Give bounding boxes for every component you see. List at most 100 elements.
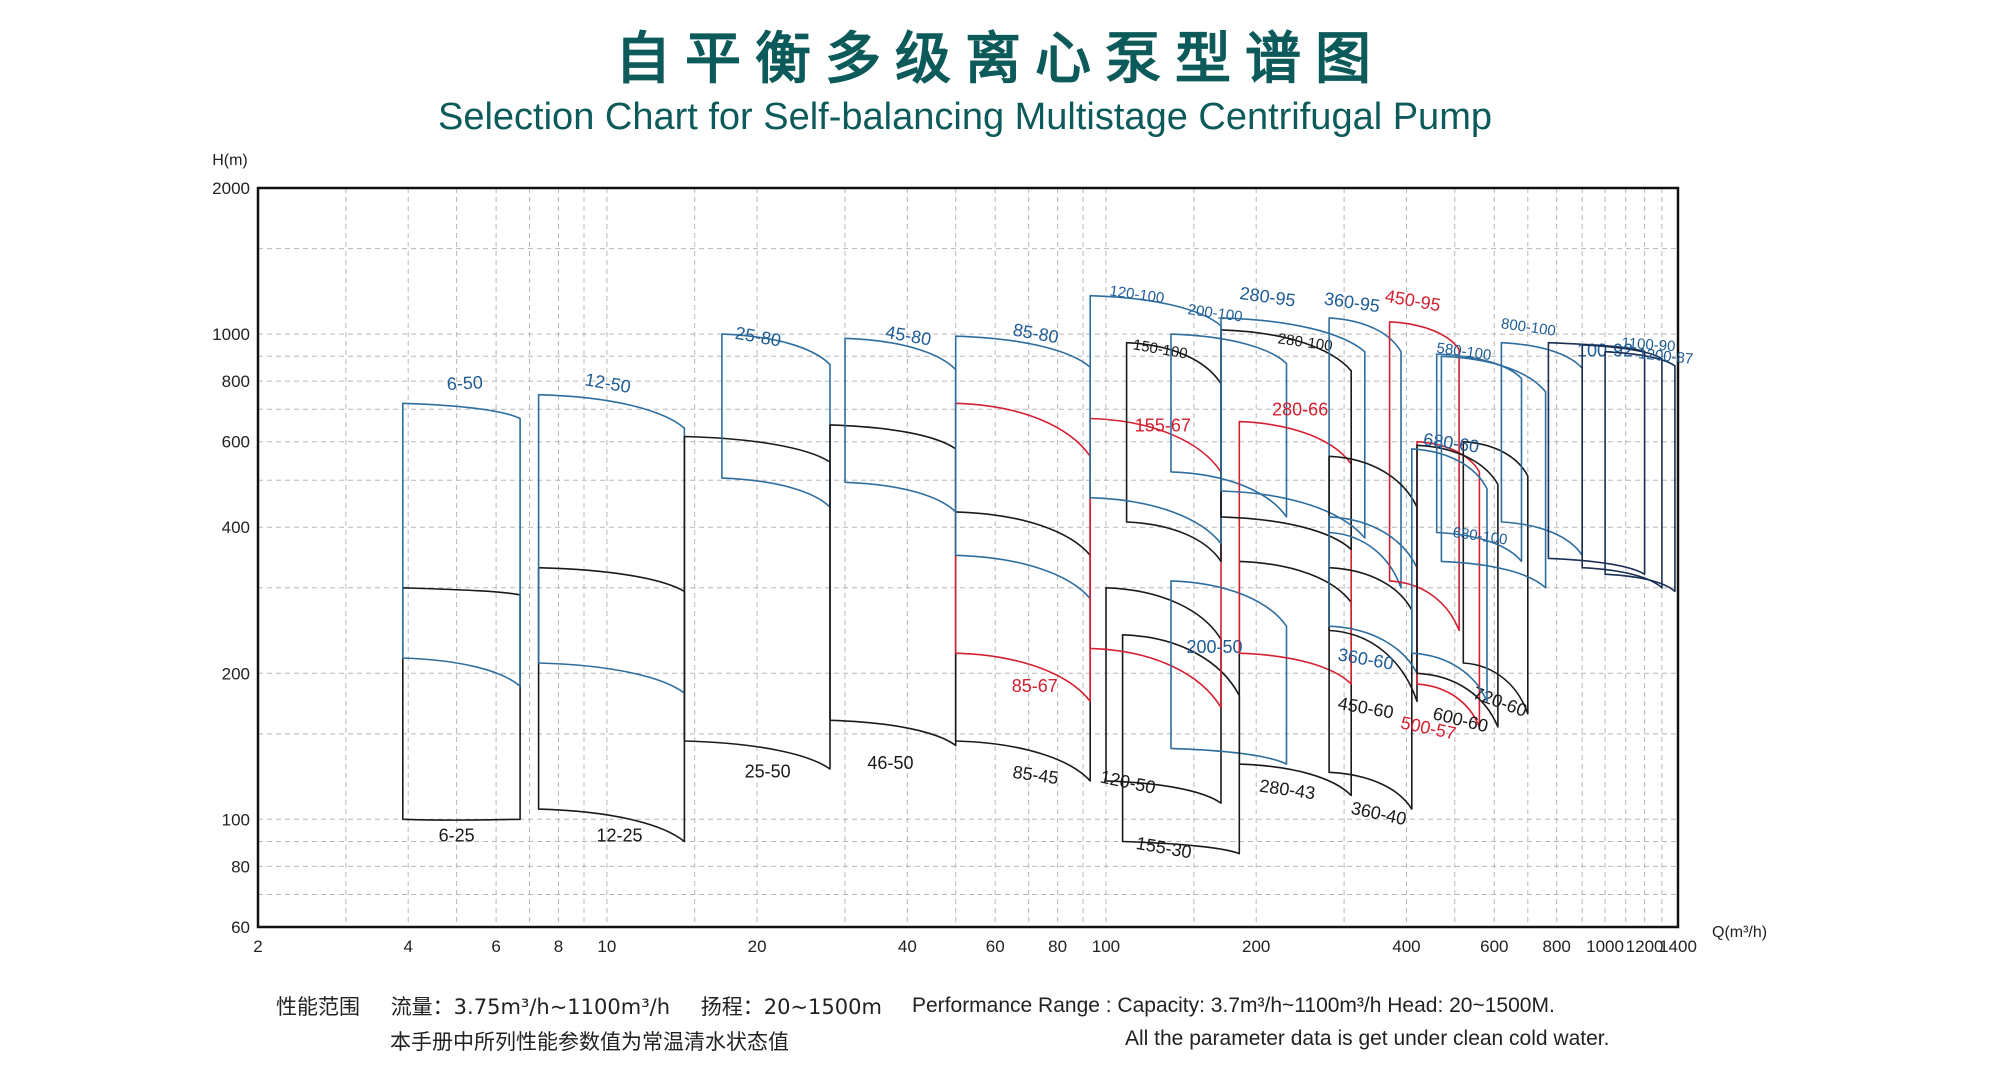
y-axis-label: H(m) [212, 152, 248, 169]
footer-range-label: 性能范围 [276, 995, 360, 1019]
y-tick-label: 80 [231, 857, 250, 876]
pump-envelope-45-80 [844, 337, 957, 513]
pump-envelope-280-100 [1220, 329, 1352, 551]
x-tick-label: 40 [898, 937, 917, 956]
pump-label: 580-100 [1436, 340, 1493, 364]
pump-envelope-25-80 [721, 333, 831, 508]
y-tick-label: 60 [231, 918, 250, 937]
pump-envelope-580-100 [1435, 353, 1523, 563]
pump-label: 200-100 [1187, 301, 1244, 325]
pump-label: 25-80 [734, 323, 783, 351]
x-tick-label: 6 [491, 937, 500, 956]
pump-label: 360-40 [1349, 798, 1408, 829]
pump-envelope-150-100 [1125, 341, 1222, 563]
x-tick-label: 200 [1242, 937, 1270, 956]
pump-label: 280-100 [1277, 330, 1334, 354]
pump-label: 45-80 [884, 322, 933, 350]
x-tick-label: 800 [1543, 937, 1571, 956]
pump-label: 120-100 [1108, 282, 1165, 306]
chart-title-cn: 自平衡多级离心泵型谱图 [615, 27, 1385, 92]
pump-envelope-200-50 [1170, 580, 1288, 765]
x-tick-label: 4 [404, 937, 413, 956]
pump-envelope-500-57 [1416, 440, 1481, 728]
pump-label: 6-25 [439, 826, 475, 846]
pump-envelope-450-95 [1388, 321, 1460, 632]
pump-envelope-46-50 [829, 424, 957, 747]
pump-selection-chart: 2 4 6 8 10 20 40 60 80 100 200 400 600 800 1000 1200140… [212, 152, 1767, 956]
x-tick-label: 600 [1480, 937, 1508, 956]
y-tick-label: 800 [222, 372, 250, 391]
pump-label: 280-66 [1272, 399, 1328, 419]
pump-label: 360-95 [1323, 289, 1381, 317]
footer-range-cn: 性能范围 流量：3.75m³/h~1100m³/h 扬程：20~1500m [276, 991, 906, 1021]
pump-label: 85-80 [1011, 320, 1060, 348]
pump-envelope-200-100 [1170, 333, 1288, 518]
pump-envelope-100-92 [1547, 341, 1646, 575]
pump-label: 155-67 [1135, 415, 1191, 435]
pump-envelope-600-60 [1416, 444, 1499, 728]
y-tick-label: 2000 [212, 179, 250, 198]
pump-label: 1200-87 [1637, 345, 1694, 368]
y-tick-label: 600 [222, 433, 250, 452]
x-tick-label: 1000 [1586, 937, 1624, 956]
pump-label: 450-95 [1384, 286, 1443, 315]
x-tick-label: 10 [597, 937, 616, 956]
footer-note-cn: 本手册中所列性能参数值为常温清水状态值 [390, 1030, 789, 1054]
y-tick-label: 400 [222, 518, 250, 537]
x-tick-label: 100 [1092, 937, 1120, 956]
pump-label: 155-30 [1135, 833, 1194, 862]
pump-label: 360-60 [1336, 644, 1395, 673]
pump-envelope-720-60 [1462, 440, 1529, 715]
footer-flow-cn: 流量：3.75m³/h~1100m³/h [390, 995, 671, 1019]
pump-envelope-680-100 [1440, 355, 1547, 589]
footer-range-en: Performance Range : Capacity: 3.7m³/h~11… [912, 994, 1555, 1017]
pump-envelope-85-67 [954, 402, 1091, 703]
pump-envelope-360-95 [1328, 317, 1402, 589]
y-tick-label: 200 [222, 664, 250, 683]
footer-head-cn: 扬程：20~1500m [700, 995, 882, 1019]
pump-envelope-85-45 [954, 511, 1091, 782]
pump-label: 680-60 [1422, 429, 1480, 457]
pump-envelope-12-50 [537, 393, 686, 694]
y-tick-label: 1000 [212, 325, 250, 344]
pump-envelope-280-95 [1220, 317, 1366, 539]
pump-label: 450-60 [1336, 693, 1395, 722]
pump-envelope-12-25 [537, 566, 686, 843]
pump-label: 280-43 [1258, 776, 1316, 804]
x-tick-label: 2 [253, 937, 262, 956]
x-tick-label: 80 [1048, 937, 1067, 956]
pump-label: 12-50 [583, 369, 632, 397]
pump-label: 85-45 [1011, 762, 1059, 788]
pump-label: 800-100 [1500, 315, 1557, 339]
plot-frame [256, 186, 1680, 929]
pump-envelope-85-80 [954, 335, 1091, 600]
x-tick-label: 1400 [1659, 937, 1697, 956]
pump-envelope-1200-87 [1604, 350, 1676, 593]
pump-label: 120-50 [1098, 767, 1157, 798]
pump-label: 280-95 [1238, 283, 1296, 311]
y-tick-label: 100 [222, 810, 250, 829]
x-tick-label: 60 [986, 937, 1005, 956]
x-tick-label: 1200 [1626, 937, 1664, 956]
pump-label: 150-100 [1132, 336, 1189, 362]
x-tick-label: 8 [554, 937, 563, 956]
pump-label: 200-50 [1186, 637, 1242, 657]
x-tick-label: 20 [748, 937, 767, 956]
pump-envelope-800-100 [1500, 341, 1583, 557]
pump-envelope-360-40 [1328, 566, 1413, 810]
pump-envelope-155-67 [1089, 417, 1222, 709]
pump-label: 46-50 [867, 753, 913, 773]
pump-envelope-1100-90 [1581, 344, 1663, 589]
pump-label: 6-50 [446, 372, 483, 394]
footer-note-en: All the parameter data is get under clea… [1125, 1027, 1610, 1050]
x-axis-label: Q(m³/h) [1712, 924, 1767, 941]
pump-label: 1100-90 [1621, 335, 1676, 356]
grid [258, 188, 1678, 927]
pump-label: 12-25 [596, 826, 642, 846]
pump-label: 25-50 [745, 761, 791, 781]
pump-envelope-6-50 [402, 402, 521, 688]
pump-label: 85-67 [1012, 676, 1058, 696]
chart-title-en: Selection Chart for Self-balancing Multi… [438, 96, 1492, 138]
x-tick-label: 400 [1392, 937, 1420, 956]
pump-envelope-680-60 [1411, 448, 1488, 703]
